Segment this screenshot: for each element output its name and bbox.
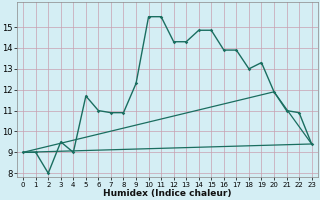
X-axis label: Humidex (Indice chaleur): Humidex (Indice chaleur): [103, 189, 232, 198]
